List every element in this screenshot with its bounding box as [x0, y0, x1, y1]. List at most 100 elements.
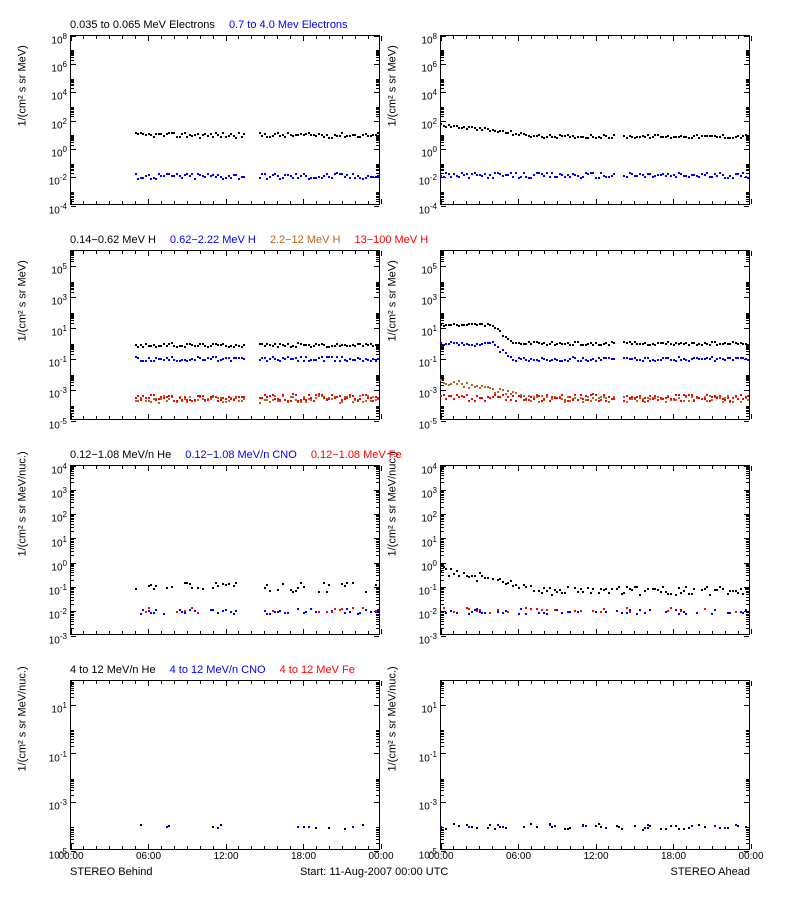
data-point — [272, 394, 274, 396]
data-point — [577, 591, 579, 593]
data-point — [274, 395, 276, 397]
data-point — [616, 610, 618, 612]
data-point — [636, 586, 638, 588]
data-point — [352, 582, 354, 584]
data-point — [675, 609, 677, 611]
data-point — [295, 590, 297, 592]
data-point — [321, 394, 323, 396]
data-point — [605, 588, 607, 590]
data-point — [466, 394, 468, 396]
xtick-label: 18:00 — [661, 849, 686, 862]
data-point — [163, 135, 165, 137]
data-point — [683, 400, 685, 402]
ytick-label: 105 — [51, 262, 71, 276]
data-point — [737, 592, 739, 594]
data-point — [732, 177, 734, 179]
data-point — [706, 586, 708, 588]
data-point — [290, 400, 292, 402]
data-point — [197, 612, 199, 614]
xtick-label: 18:00 — [291, 849, 316, 862]
data-point — [346, 360, 348, 362]
ytick-label: 10-1 — [419, 355, 441, 369]
data-point — [163, 613, 165, 615]
data-point — [479, 387, 481, 389]
data-point — [572, 399, 574, 401]
ytick-label: 100 — [51, 145, 71, 159]
data-point — [282, 394, 284, 396]
data-point — [546, 396, 548, 398]
data-point — [654, 395, 656, 397]
data-point — [313, 400, 315, 402]
row-title: 0.12−1.08 MeV/n He0.12−1.08 MeV/n CNO0.1… — [70, 449, 416, 461]
data-point — [220, 399, 222, 401]
data-point — [235, 610, 237, 612]
data-point — [670, 607, 672, 609]
data-point — [538, 612, 540, 614]
data-point — [453, 398, 455, 400]
data-point — [279, 610, 281, 612]
data-point — [711, 399, 713, 401]
ytick-label: 10-1 — [49, 583, 71, 597]
data-point — [484, 400, 486, 402]
data-point — [328, 827, 330, 829]
data-point — [297, 587, 299, 589]
data-point — [678, 828, 680, 830]
data-point — [375, 134, 377, 136]
data-point — [693, 400, 695, 402]
data-point — [176, 611, 178, 613]
data-point — [592, 344, 594, 346]
data-point — [453, 823, 455, 825]
data-point — [445, 828, 447, 830]
data-point — [515, 392, 517, 394]
data-point — [598, 177, 600, 179]
data-point — [450, 383, 452, 385]
ytick-label: 10-3 — [419, 632, 441, 646]
data-point — [176, 400, 178, 402]
data-point — [497, 611, 499, 613]
data-point — [510, 580, 512, 582]
data-point — [507, 611, 509, 613]
data-point — [543, 175, 545, 177]
data-point — [613, 342, 615, 344]
ytick-label: 105 — [421, 262, 441, 276]
data-point — [608, 592, 610, 594]
ytick-label: 100 — [421, 145, 441, 159]
data-point — [264, 133, 266, 135]
plot-panel: 10-410-2100102104106108 — [440, 35, 750, 205]
data-point — [613, 134, 615, 136]
data-point — [603, 394, 605, 396]
data-point — [153, 136, 155, 138]
data-point — [204, 176, 206, 178]
data-point — [605, 827, 607, 829]
data-point — [572, 344, 574, 346]
data-point — [740, 588, 742, 590]
data-point — [704, 608, 706, 610]
data-point — [737, 825, 739, 827]
data-point — [458, 380, 460, 382]
data-point — [683, 828, 685, 830]
data-point — [334, 608, 336, 610]
data-point — [155, 178, 157, 180]
ytick-label: 100 — [51, 559, 71, 573]
data-point — [212, 826, 214, 828]
data-point — [375, 584, 377, 586]
data-point — [688, 344, 690, 346]
data-point — [377, 609, 379, 611]
data-point — [543, 398, 545, 400]
data-point — [331, 611, 333, 613]
data-point — [372, 400, 374, 402]
data-point — [305, 401, 307, 403]
data-point — [657, 399, 659, 401]
data-point — [735, 395, 737, 397]
data-point — [297, 608, 299, 610]
data-point — [644, 590, 646, 592]
data-point — [543, 587, 545, 589]
data-point — [142, 346, 144, 348]
data-point — [233, 399, 235, 401]
y-axis-label: 1/(cm² s sr MeV) — [17, 126, 29, 127]
data-point — [683, 590, 685, 592]
data-point — [272, 610, 274, 612]
data-point — [326, 591, 328, 593]
data-point — [487, 177, 489, 179]
data-point — [716, 397, 718, 399]
